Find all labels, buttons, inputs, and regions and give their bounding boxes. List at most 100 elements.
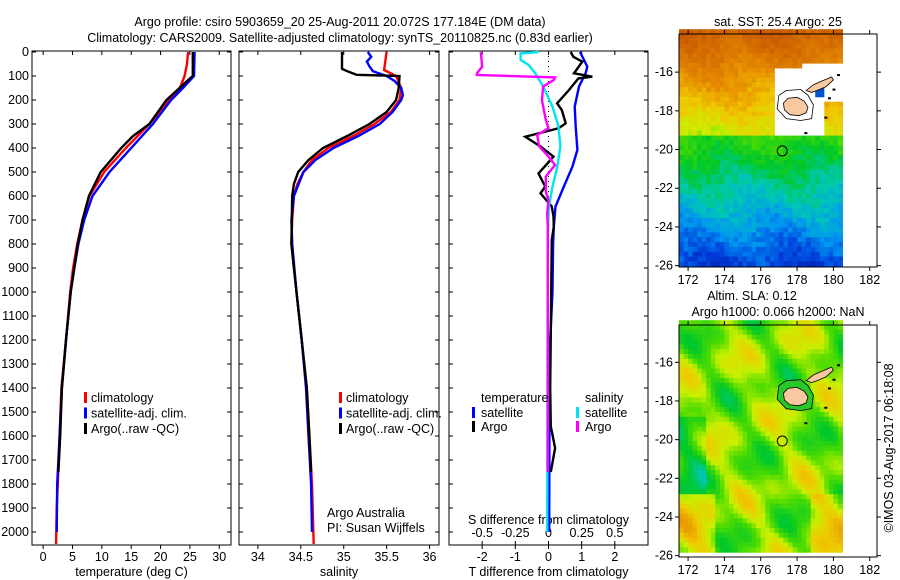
map-cell xyxy=(765,29,771,35)
map-cell xyxy=(683,232,689,238)
map-cell xyxy=(828,101,834,108)
legend-label: Argo xyxy=(585,420,611,434)
map-cell xyxy=(724,479,730,486)
map-cell xyxy=(715,339,721,345)
map-cell xyxy=(729,77,735,83)
map-cell xyxy=(747,101,753,108)
map-cell xyxy=(688,499,694,505)
map-cell xyxy=(837,358,843,365)
map-cell xyxy=(747,174,753,180)
map-cell xyxy=(719,484,725,490)
map-cell xyxy=(833,169,839,175)
map-cell xyxy=(806,140,812,146)
map-cell xyxy=(706,518,712,524)
map-cell xyxy=(706,227,712,233)
map-cell xyxy=(751,523,757,529)
map-cell xyxy=(797,217,803,224)
map-cell xyxy=(715,261,721,267)
map-cell xyxy=(683,208,689,214)
map-cell xyxy=(783,256,789,262)
map-cell xyxy=(774,455,780,461)
map-cell xyxy=(733,67,739,74)
map-cell xyxy=(688,96,694,103)
map-cell xyxy=(837,465,843,471)
y-tick-label: 1800 xyxy=(1,477,29,491)
map-cell xyxy=(715,431,721,437)
map-cell xyxy=(760,392,766,399)
map-cell xyxy=(792,242,798,248)
map-cell xyxy=(833,387,839,394)
map-cell xyxy=(837,58,843,64)
map-cell xyxy=(701,184,707,190)
map-cell xyxy=(719,397,725,403)
map-cell xyxy=(733,121,739,127)
map-cell xyxy=(792,368,798,374)
map-cell xyxy=(701,179,707,185)
y-tick-label: 600 xyxy=(8,189,29,203)
map-cell xyxy=(679,513,685,519)
map-cell xyxy=(688,159,694,166)
map-cell xyxy=(824,227,830,233)
map-cell xyxy=(747,208,753,214)
map-cell xyxy=(738,106,744,112)
map-cell xyxy=(819,344,825,350)
map-cell xyxy=(715,198,721,204)
map-cell xyxy=(774,159,780,166)
map-cell xyxy=(815,470,821,476)
map-cell xyxy=(760,116,766,122)
map-cell xyxy=(742,378,748,384)
map-cell xyxy=(792,48,798,54)
map-cell xyxy=(729,29,735,35)
map-cell xyxy=(751,474,757,481)
map-cell xyxy=(760,445,766,452)
map-cell xyxy=(769,169,775,175)
map-cell xyxy=(769,38,775,45)
legend-label: Argo(..raw -QC) xyxy=(91,422,179,436)
map-cell xyxy=(788,53,794,59)
map-cell xyxy=(710,58,716,64)
map-cell xyxy=(765,130,771,137)
map-cell xyxy=(742,232,748,238)
map-cell xyxy=(756,436,762,442)
map-cell xyxy=(683,436,689,442)
map-cell xyxy=(765,412,771,418)
map-cell xyxy=(769,494,775,500)
map-cell xyxy=(778,34,784,40)
map-cell xyxy=(778,251,784,258)
map-cell xyxy=(828,159,834,166)
map-cell xyxy=(819,426,825,432)
map-cell xyxy=(828,407,834,413)
map-cell xyxy=(819,537,825,544)
map-cell xyxy=(810,140,816,146)
map-cell xyxy=(765,261,771,267)
map-cell xyxy=(715,373,721,379)
map-cell xyxy=(692,339,698,345)
map-cell xyxy=(697,373,703,379)
small-island xyxy=(827,97,831,100)
map-cell xyxy=(701,397,707,403)
map-cell xyxy=(769,387,775,394)
map-cell xyxy=(738,217,744,224)
map-cell xyxy=(760,441,766,447)
map-cell xyxy=(837,436,843,442)
map-cell xyxy=(769,479,775,486)
map-cell xyxy=(719,213,725,219)
map-cell xyxy=(783,460,789,466)
map-cell xyxy=(706,251,712,258)
map-cell xyxy=(824,412,830,418)
map-cell xyxy=(833,392,839,399)
map-cell xyxy=(765,217,771,224)
map-cell xyxy=(824,261,830,267)
map-cell xyxy=(788,368,794,374)
map-cell xyxy=(706,237,712,243)
map-cell xyxy=(688,251,694,258)
map-cell xyxy=(742,450,748,457)
map-cell xyxy=(683,412,689,418)
map-cell xyxy=(724,169,730,175)
legend-swatch xyxy=(576,407,579,418)
map-cell xyxy=(742,174,748,180)
map-cell xyxy=(760,222,766,229)
map-cell xyxy=(742,155,748,161)
map-cell xyxy=(828,217,834,224)
map-cell xyxy=(724,523,730,529)
